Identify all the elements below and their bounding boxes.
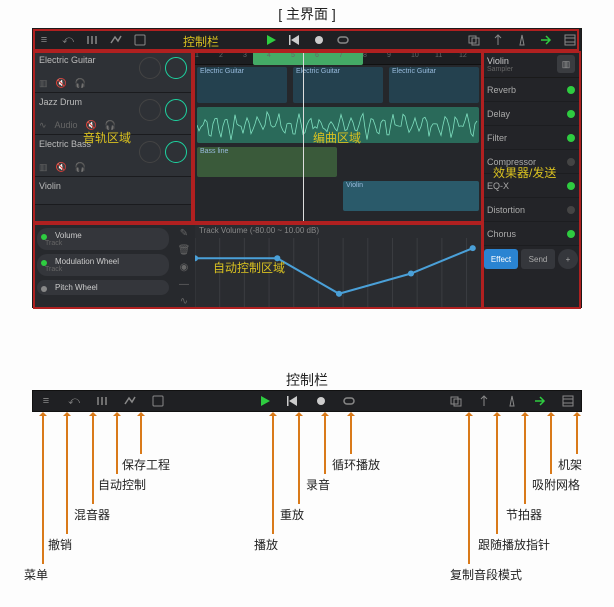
annotation-arrow [66,414,68,534]
controlbar-title: 控制栏 [0,370,614,390]
annotation-arrow [576,414,578,454]
annotation-arrow [350,414,352,454]
annotation-label: 复制音段模式 [450,566,522,583]
rewind-icon[interactable] [286,394,300,408]
annotation-label: 节拍器 [506,506,542,523]
annotation-label: 播放 [254,536,278,553]
automation-icon[interactable] [123,394,137,408]
loop-icon[interactable] [342,394,356,408]
clipmode-icon[interactable] [449,394,463,408]
annotation-arrow [140,414,142,454]
main-title: [ 主界面 ] [0,4,614,24]
menu-icon[interactable]: ≡ [39,394,53,408]
annotation-label: 重放 [280,506,304,523]
metronome-icon[interactable] [505,394,519,408]
save-icon[interactable] [151,394,165,408]
region-box-control [33,29,579,51]
undo-icon[interactable]: ⤺ [67,394,81,408]
annotation-label: 循环播放 [332,456,380,473]
app-frame: ≡ ⤺ Electric Guita [32,28,582,308]
annotation-arrow [42,414,44,564]
region-box-arrange [193,51,483,223]
annotation-arrow [298,414,300,504]
mixer-icon[interactable] [95,394,109,408]
annotation-arrow [92,414,94,504]
annotation-label: 跟随播放指针 [478,536,550,553]
annotation-label: 菜单 [24,566,48,583]
annotation-arrow [272,414,274,534]
annotation-label: 保存工程 [122,456,170,473]
annotation-label: 机架 [558,456,582,473]
annotation-arrow [550,414,552,474]
play-icon[interactable] [258,394,272,408]
annotation-label: 撤销 [48,536,72,553]
rack-icon[interactable] [561,394,575,408]
annotation-label: 录音 [306,476,330,493]
annotation-arrow [116,414,118,474]
annotation-arrow [468,414,470,564]
record-icon[interactable] [314,394,328,408]
follow-icon[interactable] [477,394,491,408]
region-box-auto [33,223,483,309]
annotation-arrow [524,414,526,504]
annotation-arrow [496,414,498,534]
region-box-fx [482,51,581,309]
annotation-arrow [324,414,326,474]
snap-icon[interactable] [533,394,547,408]
annotation-label: 自动控制 [98,476,146,493]
region-box-tracks [33,51,193,223]
annotation-label: 吸附网格 [532,476,580,493]
annotation-label: 混音器 [74,506,110,523]
